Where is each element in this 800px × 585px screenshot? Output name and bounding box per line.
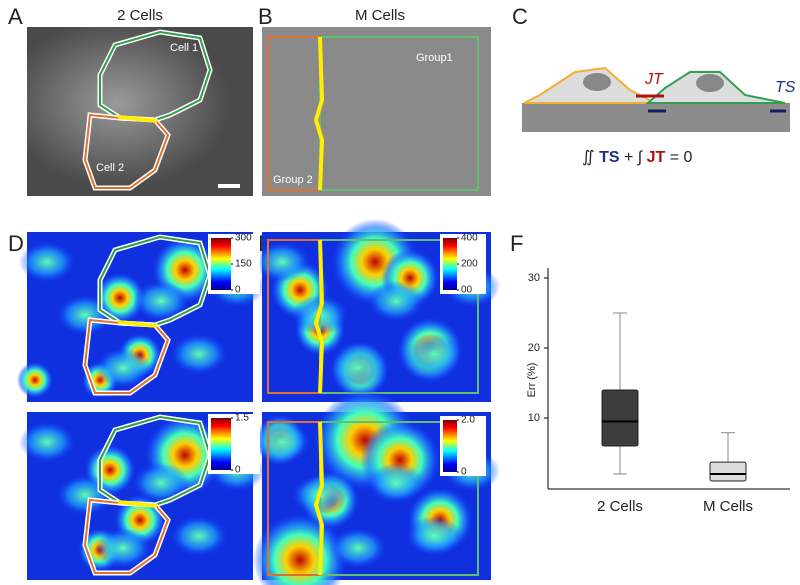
panel-label: F — [510, 231, 523, 256]
ts-label: TS — [775, 79, 796, 96]
warm-region — [95, 348, 151, 388]
warm-region — [254, 422, 310, 462]
eq-part: ∬ — [582, 149, 595, 166]
y-tick-label: 20 — [528, 342, 540, 354]
panel-label: C — [512, 4, 528, 29]
colorbar-tick-label: 1.5 — [235, 413, 249, 424]
equation: ∬ TS + ∫ JT = 0 — [582, 149, 693, 166]
colorbar-tick-label: 0 — [461, 467, 467, 478]
warm-region — [19, 422, 75, 462]
warm-region — [330, 528, 386, 568]
colorbar-tick-label: 400 — [461, 233, 478, 244]
hotspot — [17, 362, 53, 398]
warm-region — [133, 463, 189, 503]
eq-part: + ∫ — [624, 149, 644, 166]
panel-title: 2 Cells — [117, 7, 163, 24]
y-axis-label: Err (%) — [526, 363, 538, 398]
warm-region — [406, 516, 462, 556]
warm-region — [171, 516, 227, 556]
panel-label: B — [258, 4, 273, 29]
x-tick-label: M Cells — [703, 498, 753, 515]
colorbar — [211, 238, 231, 290]
heatmap-blobs — [19, 415, 265, 572]
eq-part: TS — [599, 149, 620, 166]
colorbar — [443, 420, 457, 472]
x-tick-label: 2 Cells — [597, 498, 643, 515]
colorbar-tick-label: 150 — [235, 259, 252, 270]
colorbar-tick-label: 2.0 — [461, 415, 475, 426]
warm-region — [368, 463, 424, 503]
y-tick-label: 30 — [528, 272, 540, 284]
colorbar-tick-label: 300 — [235, 233, 252, 244]
warm-region — [368, 281, 424, 321]
box — [709, 461, 747, 482]
colorbar-tick-label: 0 — [235, 285, 241, 296]
warm-region — [19, 242, 75, 282]
warm-region — [171, 334, 227, 374]
colorbar-tick-label: 0 — [235, 465, 241, 476]
cell-label: Cell 2 — [96, 162, 124, 174]
panel-title: M Cells — [355, 7, 405, 24]
group-label: Group1 — [416, 52, 453, 64]
scale-bar — [218, 184, 240, 188]
warm-region — [133, 281, 189, 321]
micrograph — [262, 27, 491, 196]
warm-region — [406, 334, 462, 374]
warm-region — [254, 242, 310, 282]
colorbar — [443, 238, 457, 290]
jt-label: JT — [644, 71, 664, 88]
cell-label: Cell 1 — [170, 42, 198, 54]
warm-region — [330, 348, 386, 388]
colorbar-tick-label: 200 — [461, 259, 478, 270]
micrograph — [27, 27, 253, 196]
colorbar-tick-label: 00 — [461, 285, 473, 296]
colorbar — [211, 418, 231, 470]
panel-label: D — [8, 231, 24, 256]
nucleus — [583, 73, 611, 91]
box — [601, 389, 639, 447]
eq-part: = 0 — [670, 149, 693, 166]
warm-region — [95, 528, 151, 568]
panel-label: A — [8, 4, 23, 29]
nucleus — [696, 74, 724, 92]
group-label: Group 2 — [273, 174, 313, 186]
substrate — [522, 103, 790, 132]
eq-part: JT — [647, 149, 666, 166]
y-tick-label: 10 — [528, 412, 540, 424]
